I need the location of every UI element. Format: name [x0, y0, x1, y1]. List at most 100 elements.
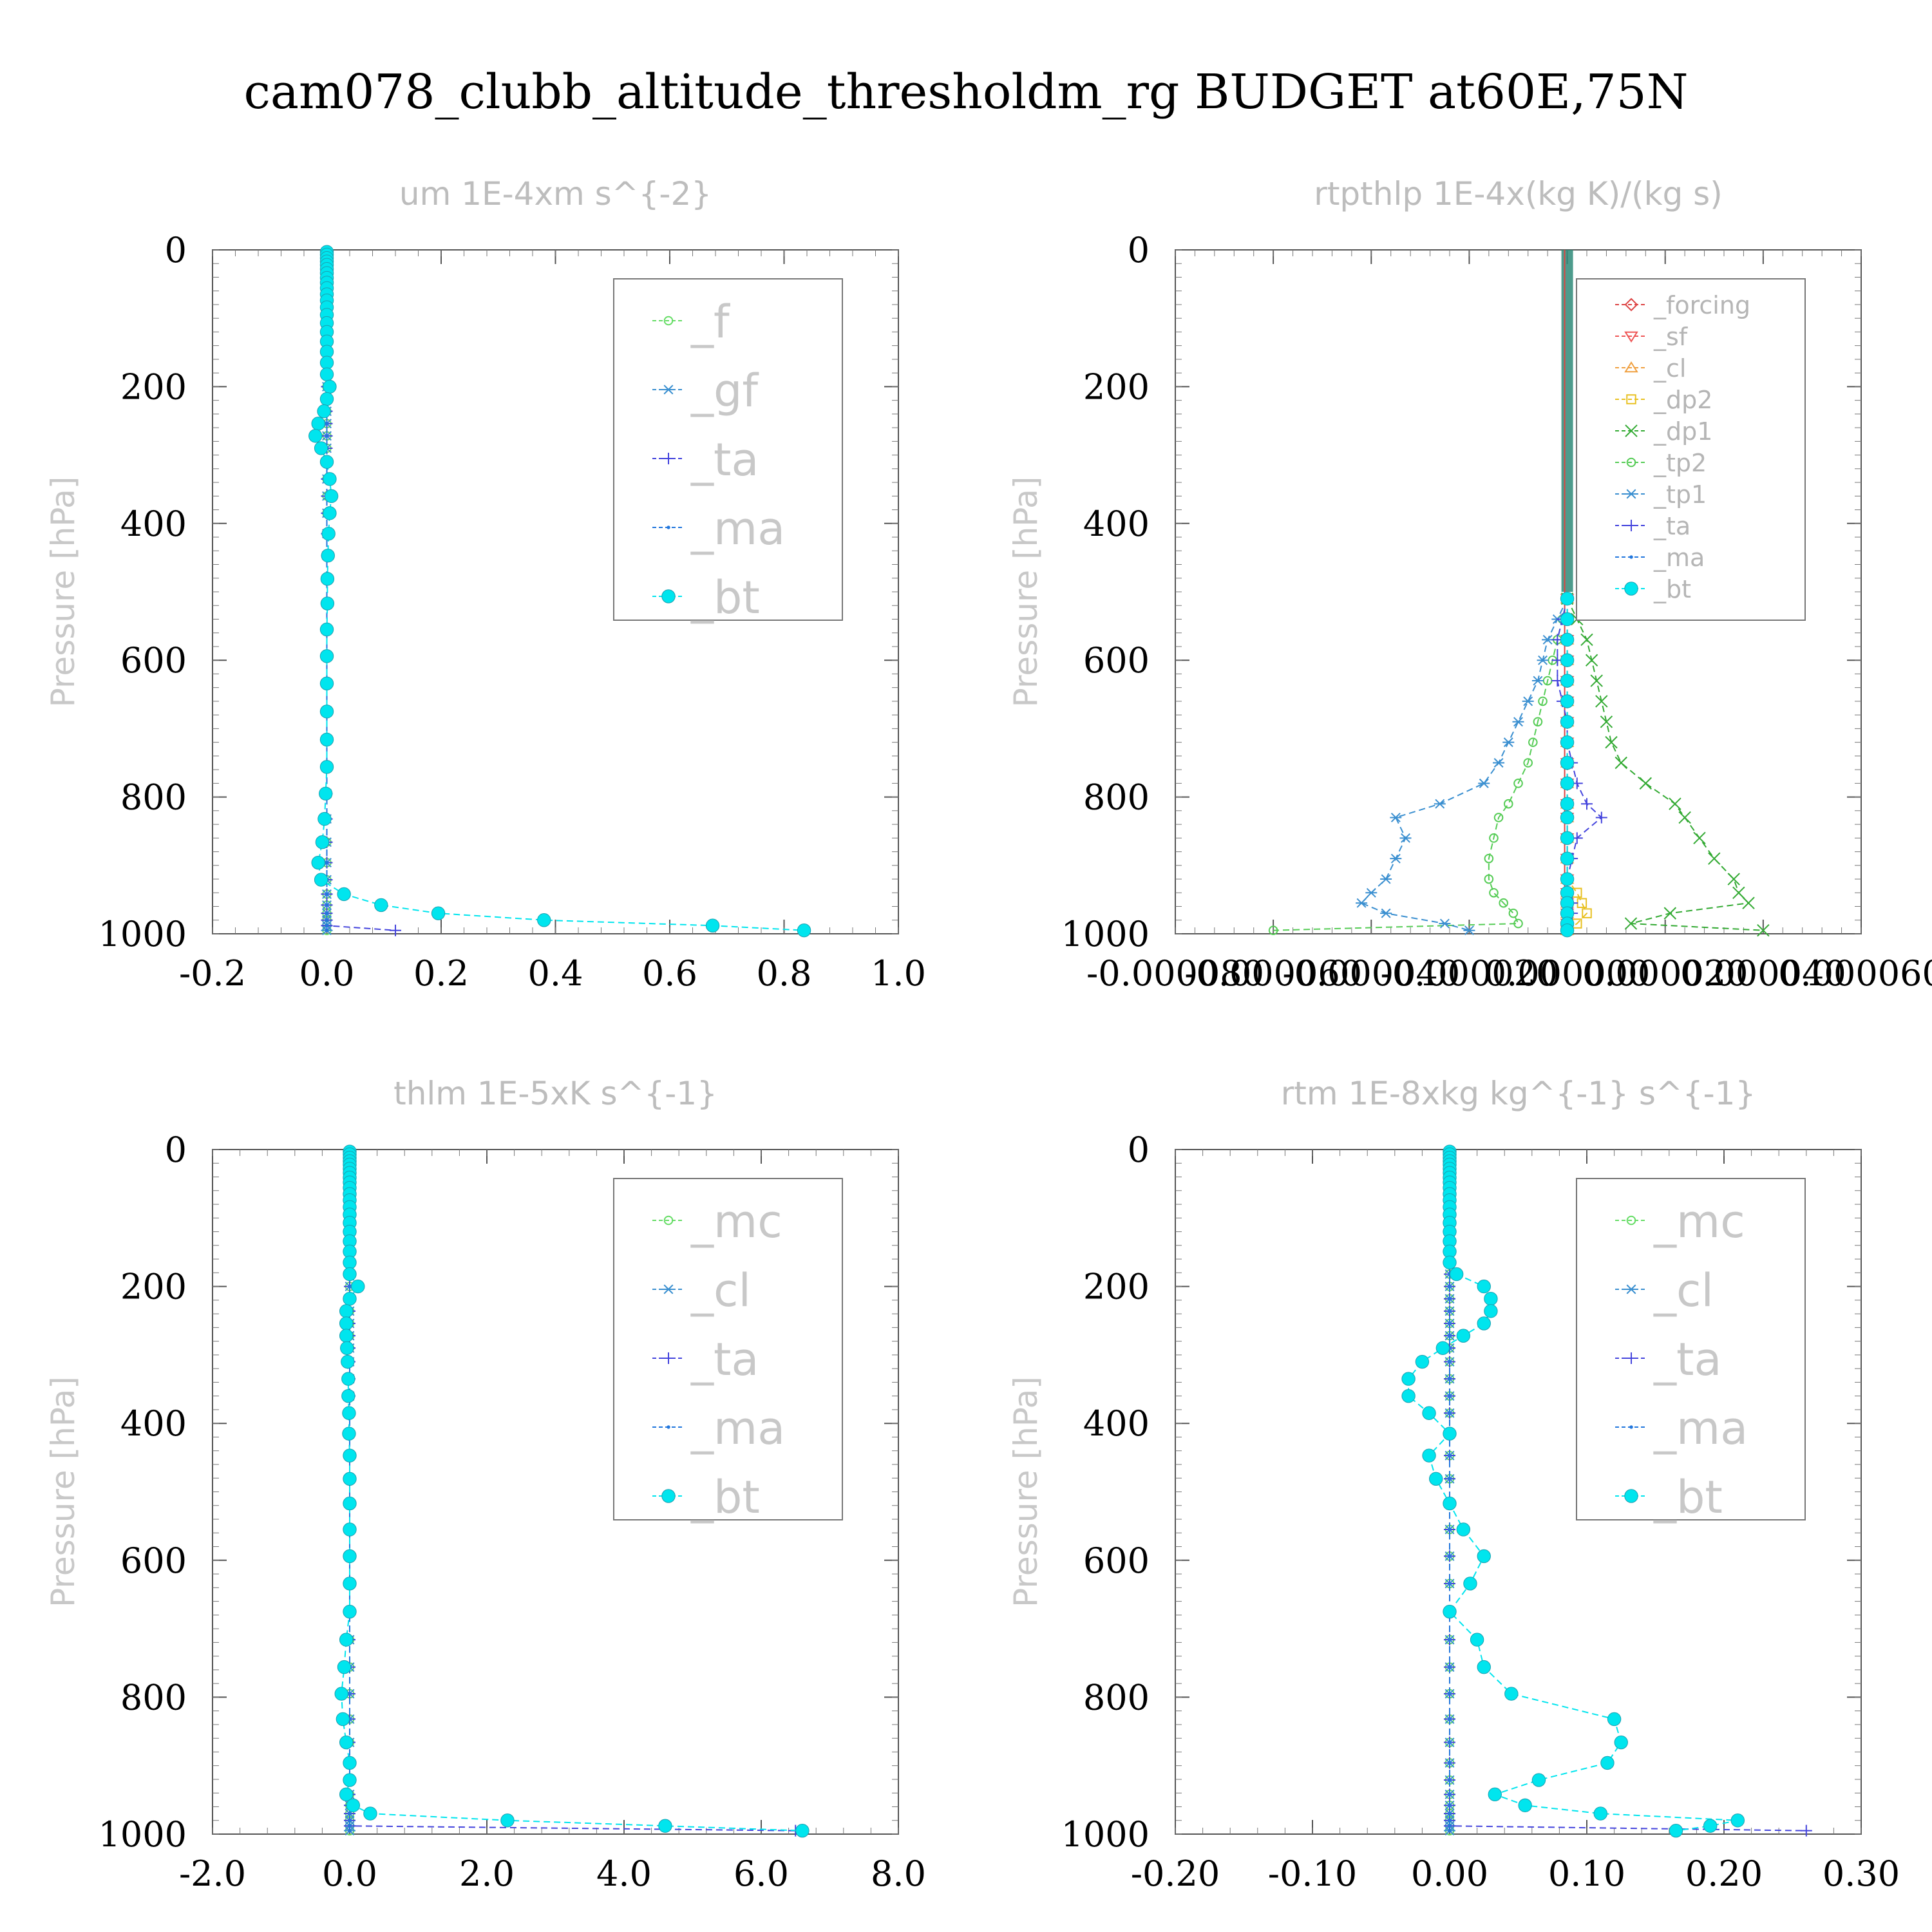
data-point — [319, 649, 334, 663]
data-point — [1448, 1819, 1452, 1823]
y-tick-label: 800 — [120, 777, 187, 818]
legend-marker — [1624, 1489, 1638, 1503]
y-axis-label: Pressure [hPa] — [44, 1376, 82, 1607]
legend-label: _bt — [1653, 1471, 1723, 1524]
data-point — [1448, 1692, 1452, 1696]
data-point — [1577, 898, 1587, 908]
y-tick-label: 800 — [120, 1677, 187, 1718]
data-point — [339, 1787, 354, 1802]
legend-marker — [663, 316, 674, 326]
data-point — [1678, 811, 1691, 824]
data-point — [1800, 1824, 1812, 1837]
data-point — [1560, 755, 1575, 770]
data-point — [1502, 737, 1515, 748]
data-point — [323, 379, 337, 394]
data-point — [1448, 1359, 1452, 1364]
data-point — [1448, 1528, 1452, 1531]
data-point — [1732, 886, 1745, 899]
data-point — [1493, 813, 1504, 822]
y-tick-label: 400 — [1083, 1403, 1150, 1444]
data-point — [1448, 1740, 1452, 1745]
data-point — [1443, 1255, 1457, 1270]
data-point — [1580, 633, 1593, 647]
legend-label: _bt — [1653, 575, 1691, 603]
y-tick-label: 0 — [1128, 1130, 1150, 1170]
x-tick-label: 0.000040 — [1680, 953, 1846, 994]
panel-title: um 1E-4xm s^{-2} — [399, 175, 712, 213]
data-point — [1448, 1334, 1452, 1338]
legend-marker — [663, 384, 674, 395]
data-point — [1590, 674, 1603, 687]
legend-label: _ma — [1653, 544, 1705, 572]
x-tick-label: -0.20 — [1131, 1853, 1220, 1894]
data-point — [1607, 1712, 1622, 1727]
series-line — [1566, 598, 1763, 931]
chart-panel-4: rtm 1E-8xkg kg^{-1} s^{-1} Pressure [hPa]… — [1007, 1075, 1900, 1894]
data-point — [1513, 918, 1523, 929]
data-point — [342, 1426, 356, 1441]
data-point — [348, 1284, 352, 1289]
data-point — [351, 1279, 365, 1294]
data-point — [1401, 1372, 1416, 1386]
data-point — [1356, 898, 1368, 908]
data-point — [317, 811, 332, 826]
data-point — [1390, 813, 1402, 822]
legend-label: _cl — [1653, 354, 1686, 383]
data-point — [705, 918, 720, 933]
legend-label: _gf — [690, 365, 759, 417]
data-point — [1727, 873, 1740, 886]
data-point — [1493, 758, 1505, 768]
data-point — [1478, 778, 1490, 788]
data-point — [1477, 1316, 1491, 1331]
series-bt — [308, 245, 811, 938]
x-tick-label: 0.0 — [299, 953, 355, 994]
data-point — [1443, 1496, 1457, 1511]
y-axis-label: Pressure [hPa] — [1007, 1376, 1045, 1607]
data-point — [321, 549, 335, 563]
data-point — [1484, 853, 1494, 864]
data-point — [348, 1819, 352, 1823]
legend-label: _forcing — [1653, 291, 1750, 319]
data-point — [1615, 756, 1627, 770]
legend-box — [1576, 1178, 1806, 1520]
data-point — [1401, 1388, 1416, 1403]
data-point — [343, 1255, 357, 1270]
data-point — [323, 506, 337, 520]
data-point — [343, 1577, 357, 1591]
legend-label: _ma — [690, 502, 785, 555]
y-tick-label: 200 — [1083, 366, 1150, 407]
data-point — [325, 892, 329, 896]
y-tick-label: 1000 — [1061, 914, 1150, 954]
data-point — [1448, 1792, 1452, 1797]
x-tick-label: -0.10 — [1268, 1853, 1357, 1894]
data-point — [348, 1828, 352, 1833]
data-point — [320, 572, 335, 586]
legend-marker — [663, 1284, 674, 1294]
data-point — [1595, 811, 1607, 824]
data-point — [319, 355, 334, 370]
data-point — [1477, 1279, 1491, 1294]
data-point — [1443, 1426, 1457, 1441]
panel-title: rtm 1E-8xkg kg^{-1} s^{-1} — [1281, 1075, 1756, 1112]
data-point — [1730, 1814, 1745, 1828]
data-point — [374, 898, 388, 913]
data-point — [1434, 799, 1446, 809]
y-tick-label: 1000 — [99, 1814, 187, 1855]
data-point — [1560, 715, 1575, 729]
x-tick-label: -0.000040 — [1282, 953, 1460, 994]
legend-label: _dp1 — [1653, 417, 1712, 446]
legend-label: _mc — [690, 1195, 782, 1248]
data-point — [1513, 779, 1523, 788]
data-point — [1512, 717, 1524, 727]
legend-label: _ta — [1653, 1333, 1721, 1386]
series-dp1 — [1560, 592, 1770, 937]
y-tick-label: 600 — [120, 1540, 187, 1581]
plot-area — [334, 1144, 810, 1838]
legend-marker — [1625, 424, 1638, 437]
legend-marker — [667, 526, 670, 529]
data-point — [1560, 735, 1575, 750]
data-point — [317, 404, 331, 419]
data-point — [1456, 1522, 1471, 1537]
data-point — [323, 472, 337, 486]
x-tick-label: 0.8 — [757, 953, 812, 994]
